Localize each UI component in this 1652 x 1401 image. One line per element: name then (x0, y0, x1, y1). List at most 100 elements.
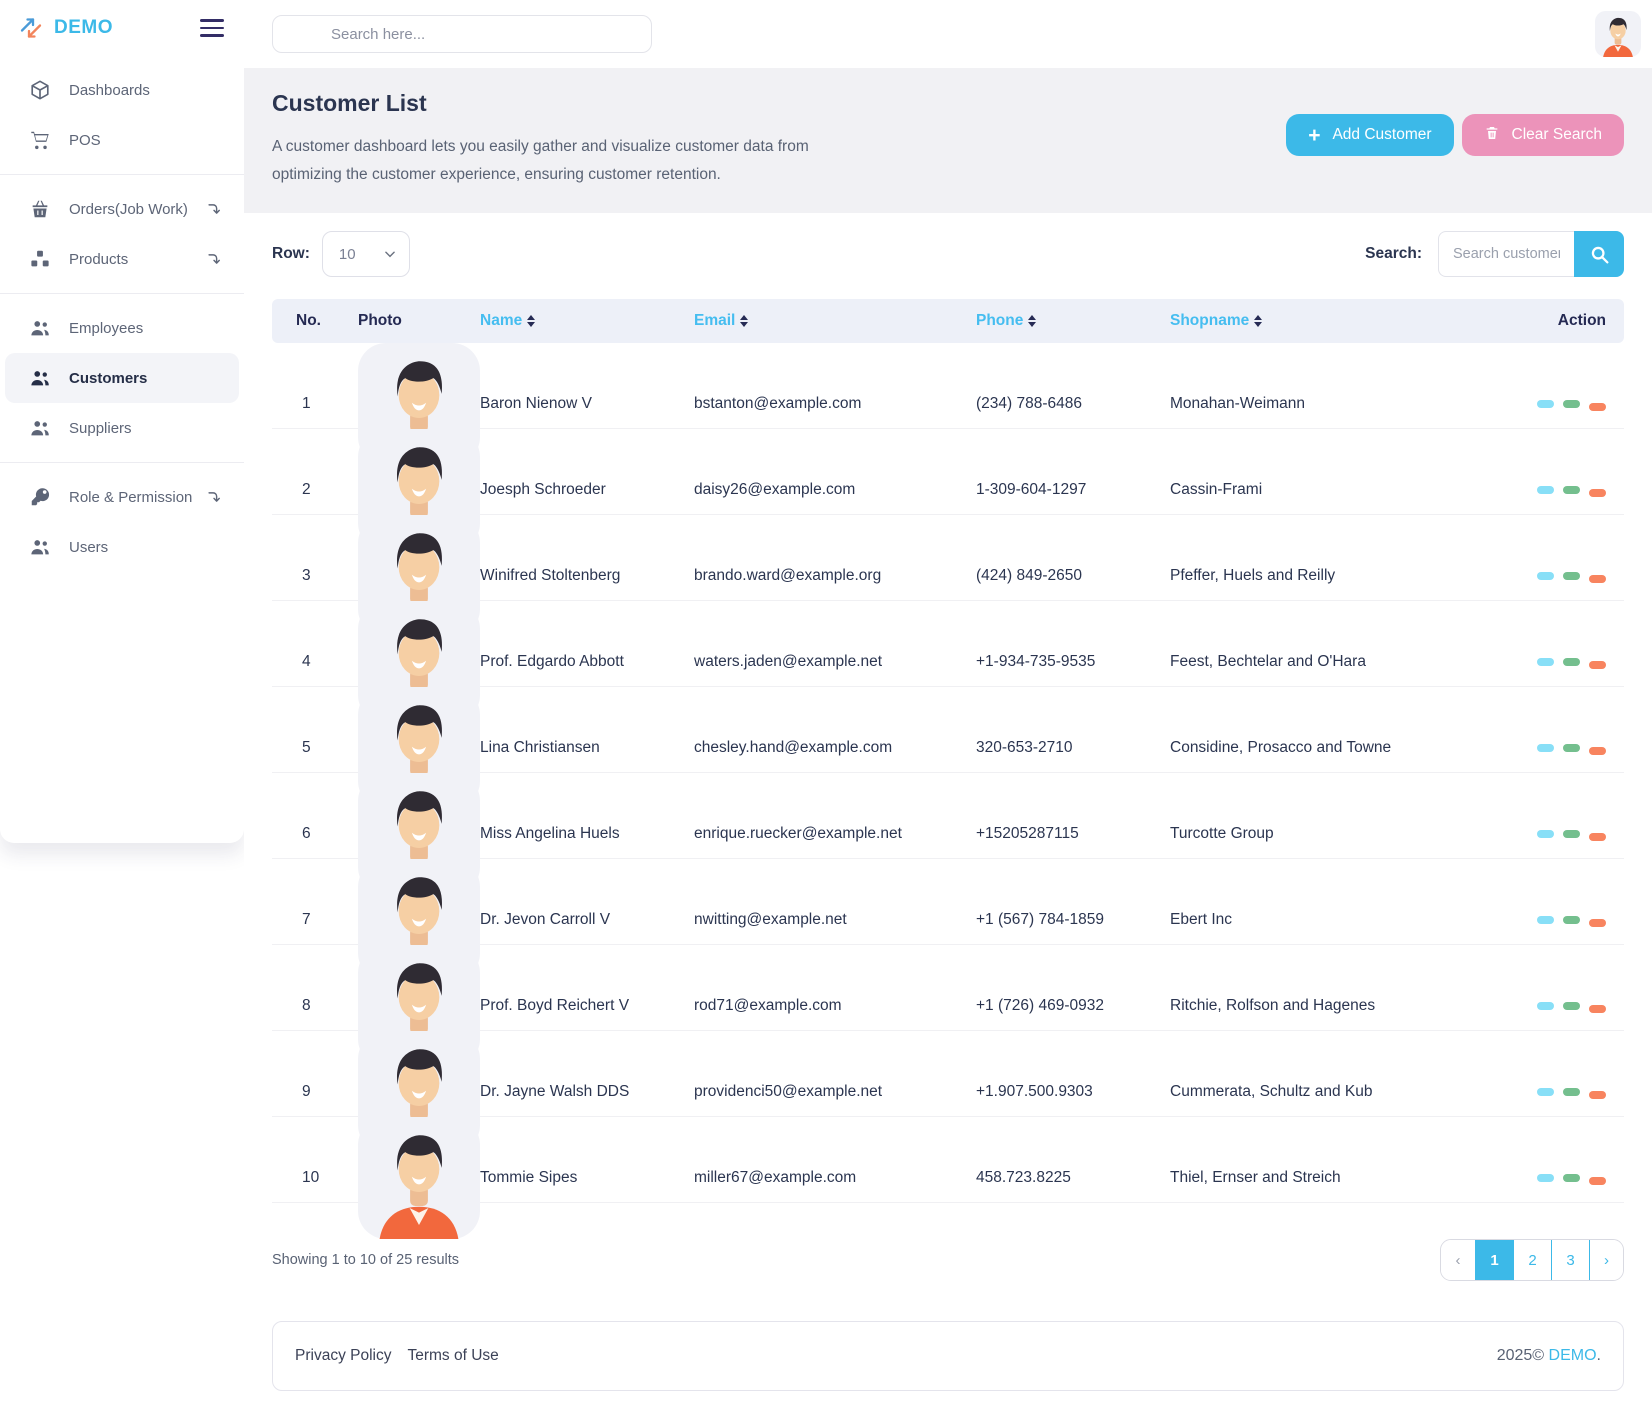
delete-button[interactable] (1589, 1177, 1606, 1185)
view-button[interactable] (1537, 830, 1554, 838)
sort-icon (1028, 315, 1037, 327)
table-search: Search: (1365, 231, 1624, 277)
user-avatar[interactable] (1594, 11, 1642, 57)
sidebar-item-orders-job-work[interactable]: Orders(Job Work) (5, 184, 239, 234)
cell-no: 7 (302, 911, 311, 928)
table-row: 4 Prof. Edgardo Abbott waters.jaden@exampl… (272, 601, 1624, 723)
cell-shopname: Pfeffer, Huels and Reilly (1170, 567, 1336, 584)
view-button[interactable] (1537, 400, 1554, 408)
cell-photo (358, 1117, 480, 1239)
pagination-prev-button[interactable]: ‹ (1441, 1240, 1475, 1280)
delete-button[interactable] (1589, 489, 1606, 497)
column-label: Action (1557, 312, 1606, 329)
view-button[interactable] (1537, 1088, 1554, 1096)
column-header-name[interactable]: Name (480, 312, 694, 330)
view-button[interactable] (1537, 486, 1554, 494)
cell-email: providenci50@example.net (694, 1083, 883, 1100)
sort-icon (527, 315, 536, 327)
column-header-shopname[interactable]: Shopname (1170, 312, 1470, 330)
edit-button[interactable] (1563, 486, 1580, 494)
users-icon (29, 536, 51, 558)
edit-button[interactable] (1563, 830, 1580, 838)
footer-brand-link[interactable]: DEMO (1548, 1347, 1597, 1364)
sidebar-item-customers[interactable]: Customers (5, 353, 239, 403)
cell-email: nwitting@example.net (694, 911, 847, 928)
cell-phone: +1 (726) 469-0932 (976, 997, 1104, 1014)
cell-phone: +1-934-735-9535 (976, 653, 1096, 670)
terms-of-use-link[interactable]: Terms of Use (407, 1347, 499, 1364)
sidebar-item-label: Employees (69, 319, 144, 337)
column-header-phone[interactable]: Phone (976, 312, 1170, 330)
cell-phone: (234) 788-6486 (976, 395, 1082, 412)
clear-search-button[interactable]: Clear Search (1461, 114, 1624, 156)
pagination-page-1[interactable]: 1 (1475, 1240, 1513, 1280)
column-label: Name (480, 312, 523, 329)
sidebar-item-role-permission[interactable]: Role & Permission (5, 472, 239, 522)
submenu-arrow-icon (205, 200, 223, 218)
delete-button[interactable] (1589, 747, 1606, 755)
column-header-action: Action (1470, 312, 1624, 330)
cell-phone: 1-309-604-1297 (976, 481, 1087, 498)
edit-button[interactable] (1563, 744, 1580, 752)
edit-button[interactable] (1563, 916, 1580, 924)
sidebar-item-label: Dashboards (69, 81, 150, 99)
customer-search-button[interactable] (1574, 231, 1624, 277)
column-header-email[interactable]: Email (694, 312, 976, 330)
edit-button[interactable] (1563, 572, 1580, 580)
edit-button[interactable] (1563, 400, 1580, 408)
menu-toggle-icon[interactable] (200, 15, 224, 40)
edit-button[interactable] (1563, 658, 1580, 666)
cell-name: Baron Nienow V (480, 395, 593, 412)
delete-button[interactable] (1589, 661, 1606, 669)
global-search-input[interactable] (272, 15, 652, 53)
sidebar-card: DEMO Dashboards POS Orders(Job Work) Produc… (0, 0, 244, 843)
delete-button[interactable] (1589, 575, 1606, 583)
delete-button[interactable] (1589, 403, 1606, 411)
view-button[interactable] (1537, 1002, 1554, 1010)
cell-no: 4 (302, 653, 311, 670)
privacy-policy-link[interactable]: Privacy Policy (295, 1347, 392, 1364)
cell-actions (1470, 400, 1624, 411)
cell-no: 5 (302, 739, 311, 756)
cell-name: Joesph Schroeder (480, 481, 606, 498)
sidebar-item-dashboards[interactable]: Dashboards (5, 65, 239, 115)
sidebar-item-pos[interactable]: POS (5, 115, 239, 165)
add-customer-button[interactable]: + Add Customer (1286, 114, 1454, 156)
view-button[interactable] (1537, 916, 1554, 924)
cell-name: Prof. Edgardo Abbott (480, 653, 624, 670)
pagination-next-button[interactable]: › (1589, 1240, 1623, 1280)
delete-button[interactable] (1589, 919, 1606, 927)
edit-button[interactable] (1563, 1088, 1580, 1096)
delete-button[interactable] (1589, 833, 1606, 841)
sidebar-item-suppliers[interactable]: Suppliers (5, 403, 239, 453)
column-label: Phone (976, 312, 1024, 329)
edit-button[interactable] (1563, 1002, 1580, 1010)
sidebar-item-users[interactable]: Users (5, 522, 239, 572)
sidebar-item-products[interactable]: Products (5, 234, 239, 284)
view-button[interactable] (1537, 572, 1554, 580)
topbar (244, 0, 1652, 68)
sidebar-item-label: POS (69, 131, 101, 149)
customer-search-input[interactable] (1438, 231, 1574, 277)
delete-button[interactable] (1589, 1091, 1606, 1099)
view-button[interactable] (1537, 658, 1554, 666)
submenu-arrow-icon (205, 250, 223, 268)
page-title: Customer List (272, 90, 427, 116)
sidebar-item-employees[interactable]: Employees (5, 303, 239, 353)
cell-actions (1470, 1088, 1624, 1099)
delete-button[interactable] (1589, 1005, 1606, 1013)
brand-name[interactable]: DEMO (54, 17, 113, 38)
sidebar-group: Role & Permission Users (0, 462, 244, 581)
rows-per-page-select[interactable]: 10 (321, 231, 410, 277)
edit-button[interactable] (1563, 1174, 1580, 1182)
view-button[interactable] (1537, 1174, 1554, 1182)
table-row: 6 Miss Angelina Huels enrique.ruecker@exam… (272, 773, 1624, 895)
cell-actions (1470, 830, 1624, 841)
table-body: 1 Baron Nienow V bstanton@example.com (234)… (272, 343, 1624, 1239)
view-button[interactable] (1537, 744, 1554, 752)
main-content: Customer List A customer dashboard lets … (244, 0, 1652, 1401)
rows-per-page-value: 10 (338, 245, 356, 263)
column-header-no: No. (296, 312, 358, 330)
pagination-page-2[interactable]: 2 (1513, 1240, 1551, 1280)
pagination-page-3[interactable]: 3 (1551, 1240, 1589, 1280)
